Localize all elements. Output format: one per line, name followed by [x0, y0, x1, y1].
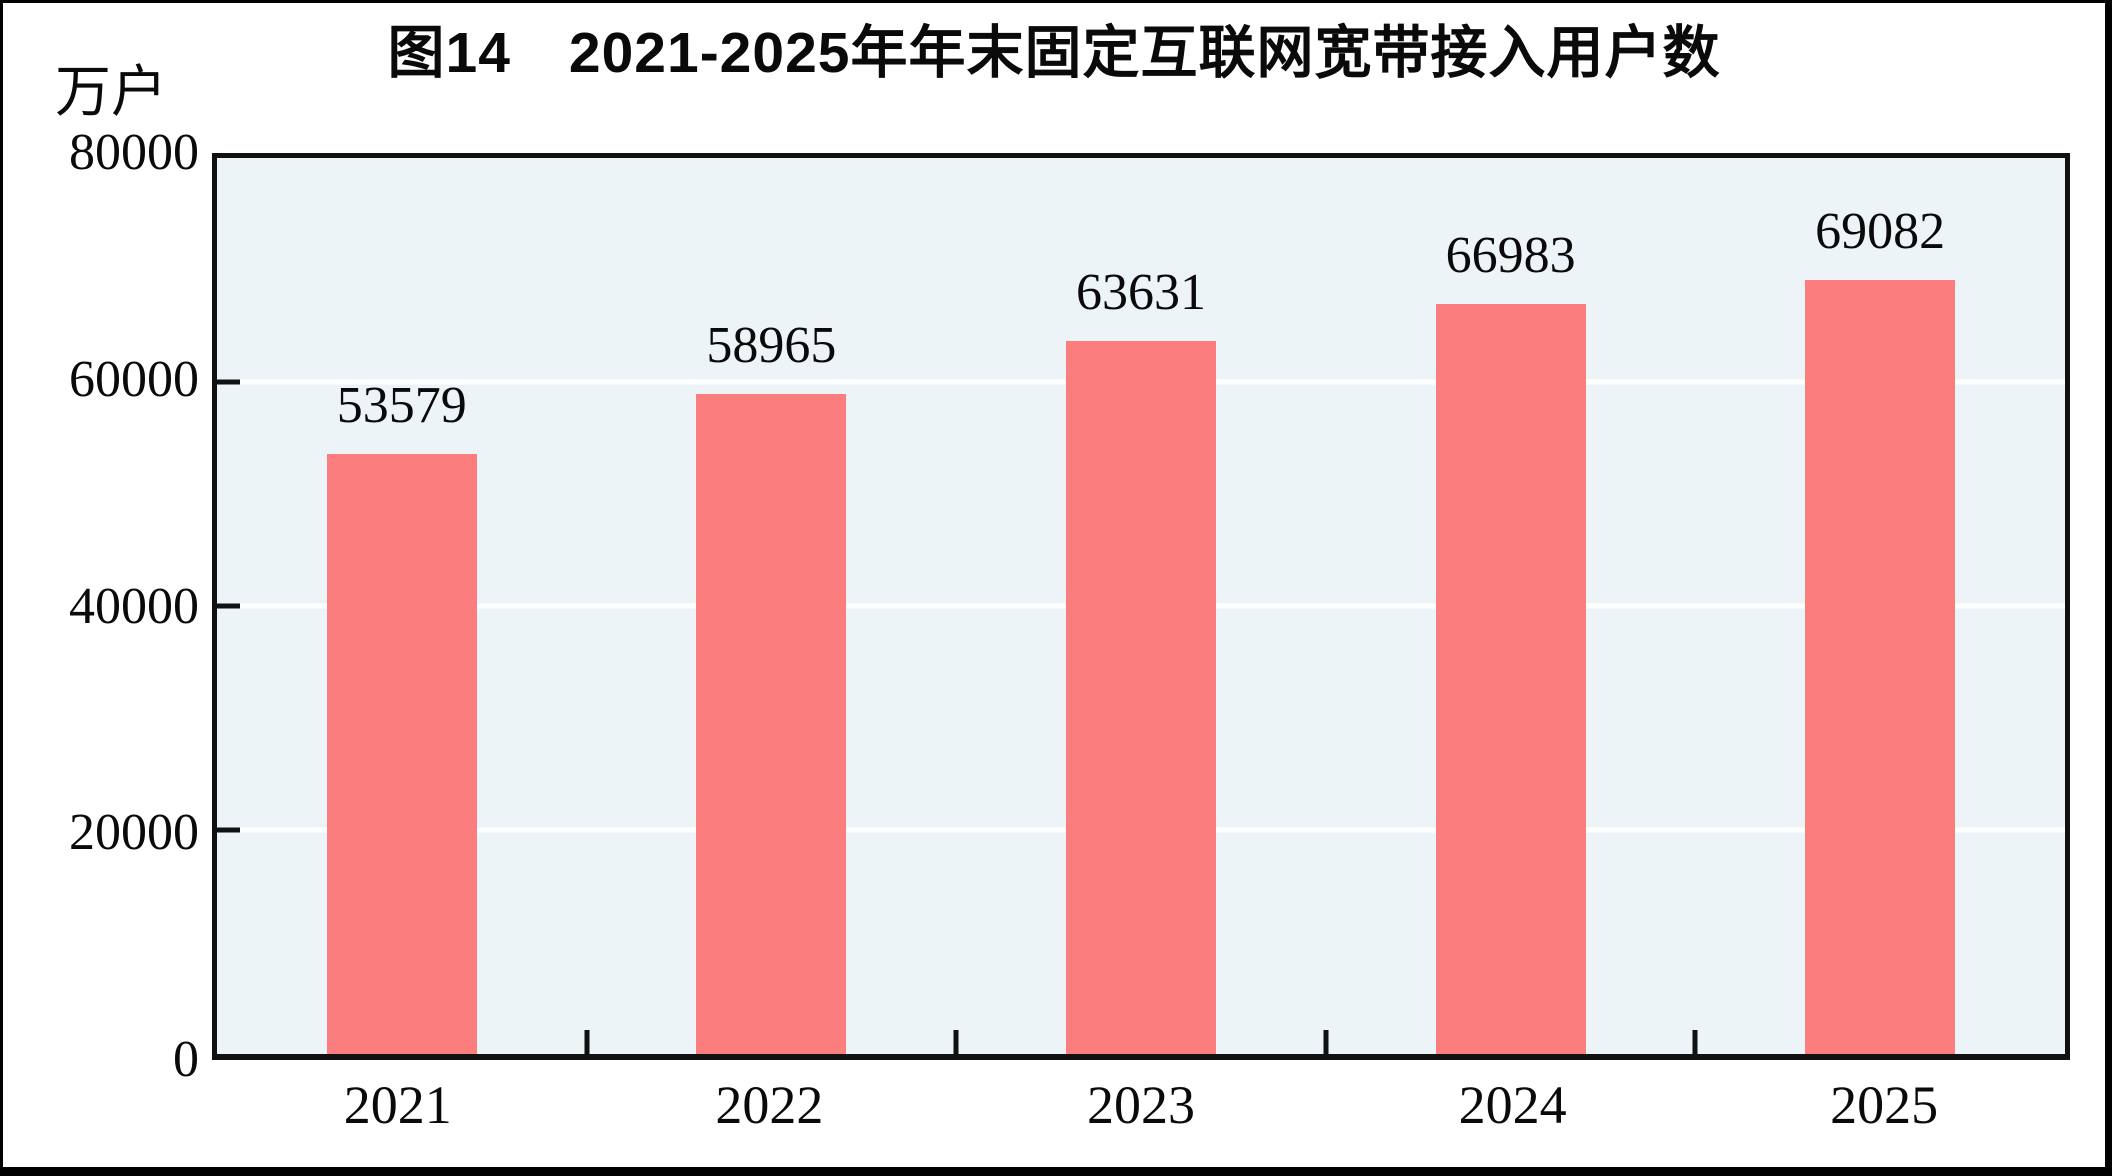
x-tick-label: 2025 [1830, 1075, 1939, 1135]
y-tick-label: 0 [173, 1031, 199, 1088]
y-tick-label: 80000 [69, 124, 199, 181]
y-axis-tick [217, 379, 240, 385]
bar-category: 69082 [1695, 158, 2065, 1054]
bar-value-label: 69082 [1815, 203, 1946, 261]
bar [326, 453, 477, 1054]
x-axis-tick [1692, 1030, 1698, 1054]
x-axis-tick [1323, 1030, 1329, 1054]
x-tick-label: 2023 [1086, 1075, 1195, 1135]
plot-area: 53579 58965 63631 66983 69082 [212, 153, 2070, 1060]
y-tick-label: 60000 [69, 350, 199, 408]
bar [696, 393, 847, 1054]
y-axis-tick [217, 603, 240, 609]
bar-category: 66983 [1326, 158, 1696, 1054]
x-tick-label: 2021 [343, 1075, 452, 1135]
bar [1805, 280, 1956, 1054]
x-axis-tick [953, 1030, 959, 1054]
x-axis-tick [584, 1030, 590, 1054]
chart-title: 图14 2021-2025年年末固定互联网宽带接入用户数 [387, 21, 1721, 85]
x-tick-label: 2022 [715, 1075, 824, 1135]
bar-value-label: 58965 [706, 316, 837, 374]
bar-value-label: 53579 [336, 376, 467, 434]
y-tick-label: 40000 [69, 577, 199, 635]
bar-value-label: 63631 [1075, 264, 1206, 322]
bar [1435, 303, 1586, 1054]
bar-value-label: 66983 [1445, 226, 1576, 284]
y-axis-tick [217, 827, 240, 833]
bar-category: 63631 [956, 158, 1326, 1054]
bar-category: 58965 [587, 158, 957, 1054]
bar-series: 53579 58965 63631 66983 69082 [217, 158, 2065, 1054]
bar-category: 53579 [217, 158, 587, 1054]
x-axis-tick-labels: 2021 2022 2023 2024 2025 [212, 1075, 2070, 1135]
x-tick-label: 2024 [1458, 1075, 1567, 1135]
y-tick-label: 20000 [69, 804, 199, 862]
y-axis-unit-label: 万户 [55, 62, 167, 124]
bar [1065, 341, 1216, 1054]
